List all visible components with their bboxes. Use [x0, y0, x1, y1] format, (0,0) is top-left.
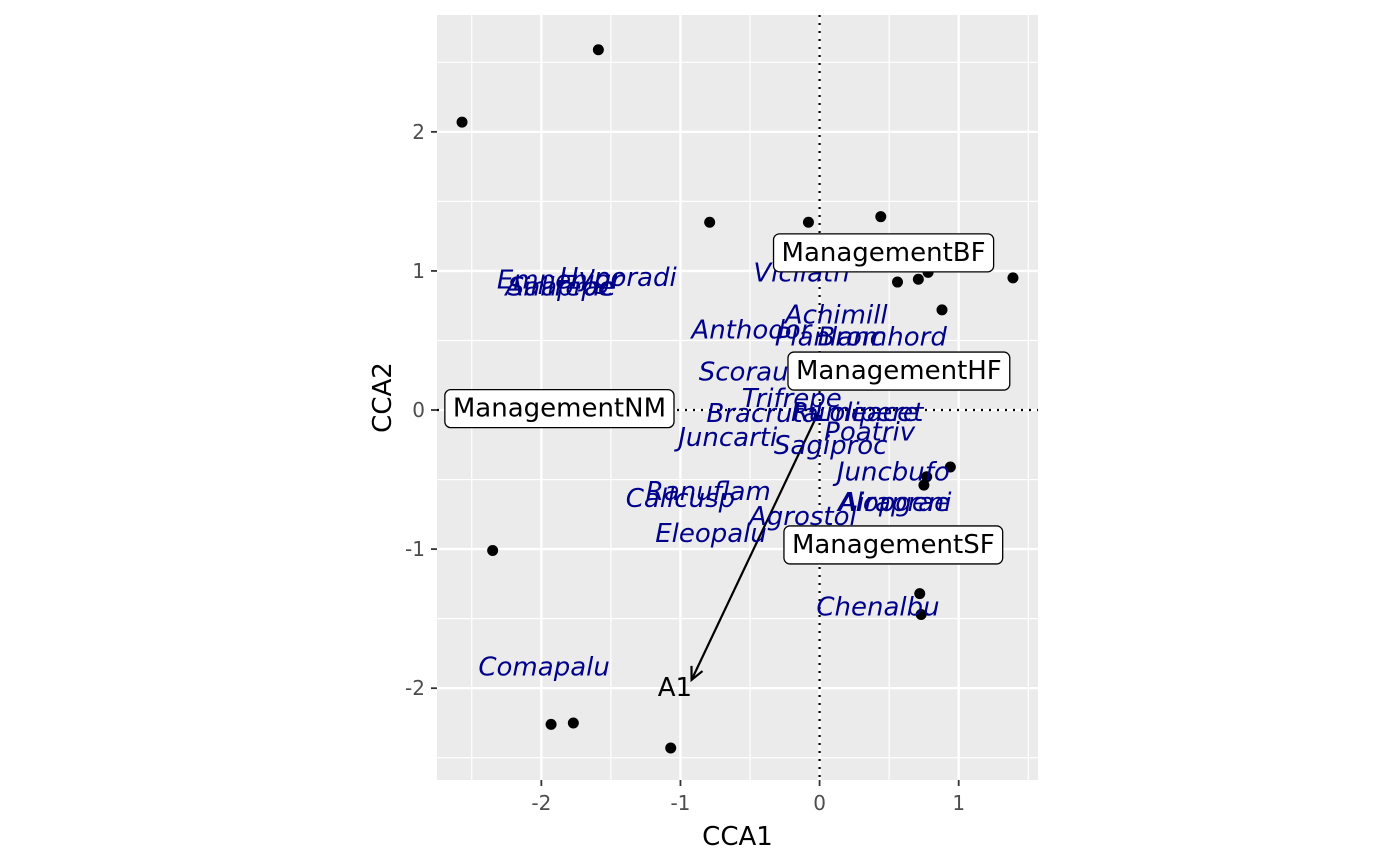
y-axis-title: CCA2 — [368, 362, 398, 433]
site-point — [1007, 272, 1019, 284]
x-axis-title: CCA1 — [702, 822, 773, 852]
centroid-label-group: ManagementSF — [783, 525, 1004, 565]
x-tick-label: 1 — [952, 791, 965, 815]
species-label: Juncbufo — [832, 458, 950, 488]
centroid-label-text: ManagementNM — [453, 394, 666, 424]
species-label: Achimill — [783, 300, 889, 330]
species-label: Juncarti — [673, 423, 778, 453]
species-label: Ranuflam — [646, 477, 771, 507]
y-tick-label: 1 — [412, 259, 425, 283]
centroid-label-group: ManagementBF — [772, 233, 995, 273]
site-point — [891, 276, 903, 288]
site-point — [704, 216, 716, 228]
species-label: Alopgeni — [836, 488, 952, 518]
species-label: Eleopalu — [655, 519, 767, 549]
centroid-label-text: ManagementSF — [792, 530, 995, 560]
centroid-labels: ManagementBF ManagementHF ManagementNM Mana… — [444, 233, 1011, 565]
y-tick-label: 2 — [412, 120, 425, 144]
site-point — [918, 479, 930, 491]
site-points — [456, 44, 1019, 754]
site-point — [921, 471, 933, 483]
site-point — [944, 461, 956, 473]
centroid-label-box — [787, 351, 1011, 391]
y-tick-label: -1 — [405, 537, 425, 561]
species-label: Bracruta — [707, 399, 819, 429]
site-point — [914, 588, 926, 600]
site-point — [875, 211, 887, 223]
species-label: Airaprae — [837, 488, 950, 518]
y-tick-label: 0 — [412, 398, 425, 422]
species-label: Anthodor — [689, 316, 813, 346]
x-tick-label: -1 — [670, 791, 690, 815]
arrow-head — [690, 665, 704, 683]
species-label: Rumeacet — [791, 398, 924, 428]
x-axis-ticks: -2 -1 0 1 — [531, 780, 965, 815]
x-tick-label: -2 — [531, 791, 551, 815]
site-point — [936, 304, 948, 316]
site-point — [665, 742, 677, 754]
species-label: Airaprae — [503, 273, 616, 303]
biplot-arrows: A1 — [658, 409, 821, 703]
site-point — [592, 44, 604, 56]
site-point — [915, 608, 927, 620]
site-point — [487, 545, 499, 556]
species-label: Poatriv — [824, 417, 916, 447]
species-label: Bromhord — [818, 323, 948, 353]
arrow-shaft — [690, 409, 821, 681]
y-tick-label: -2 — [405, 676, 425, 700]
species-label: Empenigr — [497, 266, 624, 296]
centroid-label-box — [772, 233, 995, 273]
y-axis-ticks: -2 -1 0 1 2 — [405, 120, 437, 700]
centroid-label-group: ManagementNM — [444, 388, 675, 429]
site-point — [456, 116, 468, 128]
site-point — [912, 273, 924, 285]
species-label: Hyporadi — [559, 263, 677, 293]
species-label: Lolipere — [815, 398, 919, 428]
site-point — [567, 717, 579, 729]
centroid-label-box — [783, 525, 1004, 565]
species-label: Salirepe — [508, 273, 614, 303]
site-point — [802, 216, 814, 228]
centroid-label-text: ManagementHF — [796, 356, 1002, 386]
centroid-label-text: ManagementBF — [782, 238, 986, 268]
centroid-label-box — [444, 388, 675, 429]
species-label: Sagiproc — [774, 431, 888, 461]
centroid-label-group: ManagementHF — [787, 351, 1011, 391]
arrow-label: A1 — [658, 673, 692, 703]
site-point — [545, 718, 557, 730]
species-label: Comapalu — [478, 652, 609, 682]
species-label: Callcusp — [626, 484, 735, 514]
x-tick-label: 0 — [813, 791, 826, 815]
species-label: Chenalbu — [816, 593, 939, 623]
species-label: Planlanc — [775, 323, 884, 353]
